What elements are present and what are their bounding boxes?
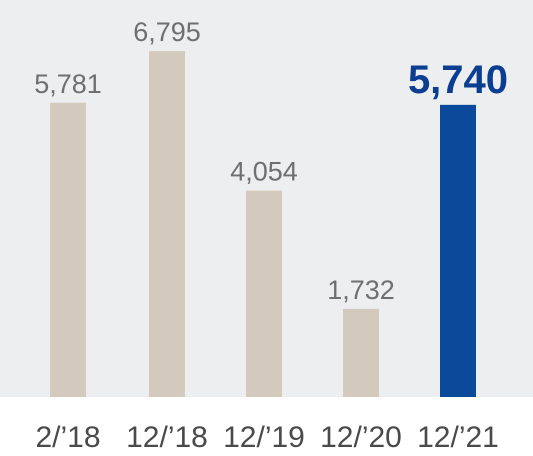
x-tick-label-1: 2/’18 bbox=[35, 421, 100, 454]
bar-2 bbox=[149, 51, 185, 398]
bar-5 bbox=[440, 104, 476, 397]
x-tick-labels-group: 2/’18 12/’18 12/’19 12/’20 12/’21 bbox=[35, 421, 498, 454]
x-tick-label-5: 12/’21 bbox=[417, 421, 499, 454]
value-label-4: 1,732 bbox=[327, 275, 395, 305]
x-tick-label-3: 12/’19 bbox=[223, 421, 305, 454]
value-labels-group: 5,781 6,795 4,054 1,732 5,740 bbox=[34, 17, 508, 305]
x-tick-label-2: 12/’18 bbox=[126, 421, 208, 454]
value-label-1: 5,781 bbox=[34, 69, 102, 99]
bar-4 bbox=[343, 308, 379, 397]
value-label-2: 6,795 bbox=[133, 17, 201, 47]
bars-group bbox=[50, 51, 476, 398]
value-label-5: 5,740 bbox=[408, 58, 508, 102]
value-label-3: 4,054 bbox=[230, 157, 298, 187]
bar-1 bbox=[50, 102, 86, 397]
bar-3 bbox=[246, 190, 282, 397]
x-tick-label-4: 12/’20 bbox=[320, 421, 402, 454]
